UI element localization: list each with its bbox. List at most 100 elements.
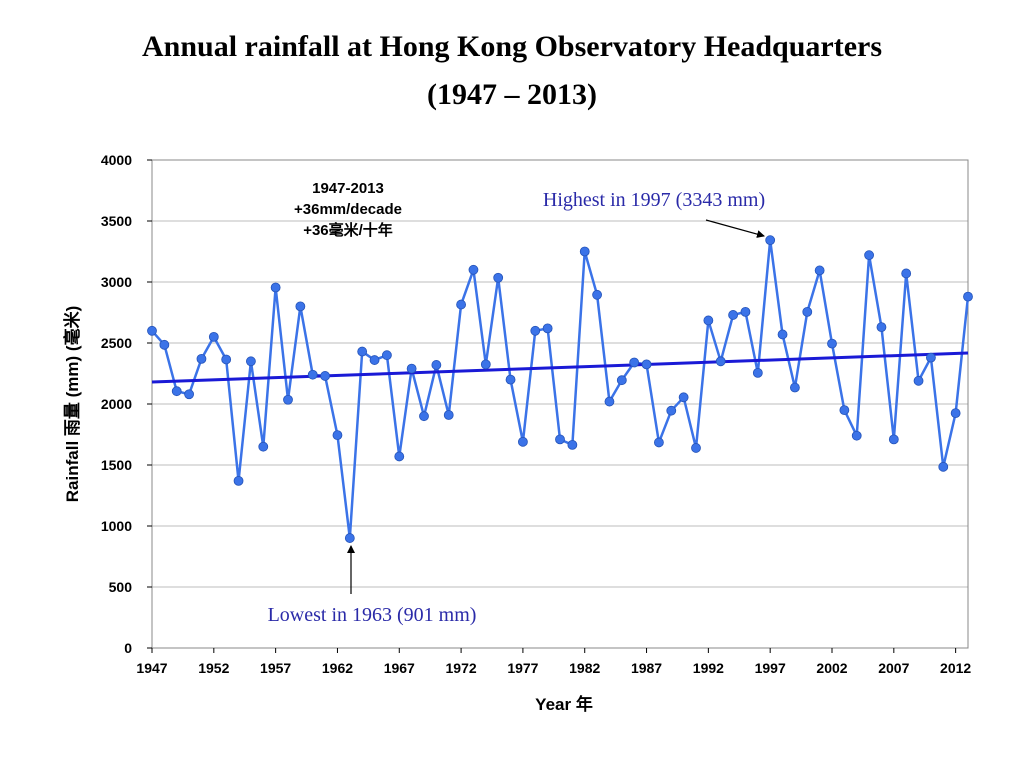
data-point xyxy=(233,475,244,486)
data-point xyxy=(480,359,491,370)
data-point xyxy=(592,289,602,300)
data-point xyxy=(332,430,343,441)
data-point xyxy=(208,331,219,342)
x-axis-label: Year 年 xyxy=(535,694,593,714)
y-tick-label: 500 xyxy=(109,579,133,595)
y-tick-label: 3000 xyxy=(101,274,132,290)
data-point xyxy=(703,315,714,326)
trend-period-label: 1947-2013 xyxy=(312,180,384,197)
x-tick-label: 2012 xyxy=(940,660,971,676)
data-point xyxy=(431,360,442,370)
y-tick-label: 3500 xyxy=(101,213,132,229)
data-point xyxy=(691,443,701,453)
data-point xyxy=(926,352,936,363)
data-point xyxy=(147,325,157,336)
data-point xyxy=(641,359,652,370)
data-point xyxy=(765,235,776,246)
trend-line xyxy=(151,351,969,384)
data-point xyxy=(950,408,961,419)
y-tick-label: 0 xyxy=(124,640,132,656)
data-point xyxy=(295,301,306,312)
x-tick-label: 2002 xyxy=(816,660,847,676)
data-point xyxy=(394,451,405,462)
y-tick-label: 1000 xyxy=(101,518,132,534)
data-point xyxy=(567,439,578,450)
data-point xyxy=(171,386,182,397)
data-point xyxy=(221,354,232,365)
data-point xyxy=(678,392,689,403)
data-point xyxy=(901,268,912,279)
highest-annotation: Highest in 1997 (3343 mm) xyxy=(543,189,765,211)
x-tick-label: 1947 xyxy=(136,660,167,676)
x-tick-label: 1962 xyxy=(322,660,353,676)
data-point xyxy=(493,272,504,283)
x-tick-label: 1992 xyxy=(693,660,724,676)
data-point xyxy=(406,363,417,374)
data-point xyxy=(629,357,640,368)
x-tick-label: 1977 xyxy=(507,660,538,676)
data-point xyxy=(876,322,887,333)
data-point xyxy=(196,353,207,364)
data-point xyxy=(357,346,368,357)
trend-text-box: 1947-2013 +36mm/decade +36毫米/十年 xyxy=(294,180,402,239)
data-point xyxy=(740,306,751,317)
data-point xyxy=(654,437,664,448)
grid-lines xyxy=(152,220,968,588)
data-point xyxy=(456,299,466,310)
data-point xyxy=(777,329,788,340)
data-point xyxy=(579,246,590,257)
data-point xyxy=(258,441,269,452)
data-point xyxy=(283,394,293,405)
data-point xyxy=(419,411,429,422)
data-point xyxy=(963,291,973,302)
y-tick-label: 2500 xyxy=(101,335,132,351)
x-tick-label: 1952 xyxy=(198,660,229,676)
data-point xyxy=(184,389,194,400)
y-tick-label: 2000 xyxy=(101,396,132,412)
data-point xyxy=(790,382,800,393)
data-series xyxy=(147,235,973,543)
data-point xyxy=(802,306,813,317)
data-point xyxy=(505,374,516,385)
data-point xyxy=(555,434,565,445)
data-point xyxy=(814,265,825,276)
data-point xyxy=(913,375,924,386)
y-axis-label: Rainfall 雨量 (mm) (毫米) xyxy=(62,306,82,502)
highest-arrow xyxy=(705,219,765,238)
data-point xyxy=(369,355,380,365)
x-tick-label: 1997 xyxy=(755,660,786,676)
data-point xyxy=(246,356,256,367)
chart-title-line1: Annual rainfall at Hong Kong Observatory… xyxy=(141,30,883,63)
x-tick-label: 1957 xyxy=(260,660,291,676)
data-point xyxy=(851,430,862,441)
data-point xyxy=(604,396,615,407)
axes: 0 500 1000 1500 2000 2500 3000 3500 4000 1947 1952… xyxy=(101,152,972,676)
lowest-annotation: Lowest in 1963 (901 mm) xyxy=(268,604,477,626)
x-tick-label: 1987 xyxy=(631,660,662,676)
data-point xyxy=(320,371,330,381)
y-tick-label: 1500 xyxy=(101,457,132,473)
trend-rate-label: +36mm/decade xyxy=(294,201,402,218)
data-point xyxy=(530,325,541,336)
x-tick-label: 1972 xyxy=(446,660,477,676)
x-tick-label: 1967 xyxy=(384,660,415,676)
data-point xyxy=(715,356,726,367)
data-point xyxy=(468,264,479,275)
data-point xyxy=(864,250,874,261)
data-point xyxy=(839,405,850,416)
data-point xyxy=(616,375,627,386)
x-tick-label: 2007 xyxy=(878,660,909,676)
data-point xyxy=(344,533,355,543)
data-point xyxy=(382,350,392,361)
data-point xyxy=(666,405,677,416)
chart-title-line2: (1947 – 2013) xyxy=(427,78,597,111)
trend-rate-chinese-label: +36毫米/十年 xyxy=(303,221,393,239)
y-tick-label: 4000 xyxy=(101,152,132,168)
data-point xyxy=(752,367,763,378)
data-point xyxy=(938,461,949,472)
x-tick-label: 1982 xyxy=(569,660,600,676)
data-point xyxy=(307,369,318,380)
data-point xyxy=(518,436,528,447)
data-point xyxy=(888,434,899,445)
